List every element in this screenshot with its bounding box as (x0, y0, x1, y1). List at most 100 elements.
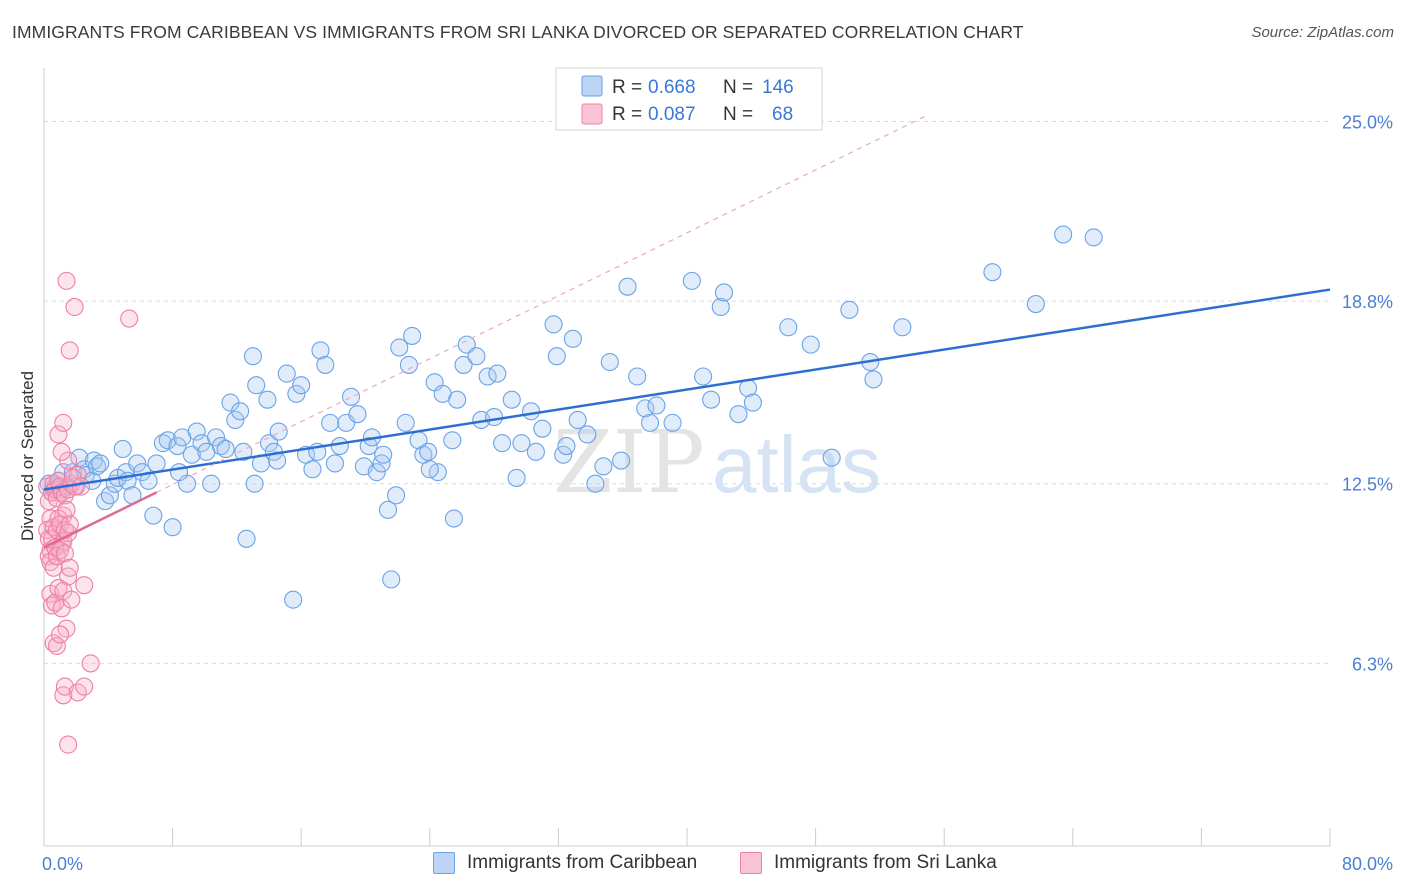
caribbean-point-66 (325, 454, 345, 473)
x-tick-label-max: 80.0% (1342, 854, 1393, 874)
caribbean-point-61 (303, 460, 322, 479)
caribbean-point-83 (403, 326, 422, 345)
srilanka-point-37 (55, 544, 74, 563)
caribbean-point-58 (287, 384, 306, 403)
caribbean-point-125 (702, 390, 721, 409)
caribbean-point-64 (316, 355, 335, 374)
legend-item-caribbean: Immigrants from Caribbean (433, 852, 697, 874)
srilanka-point-30 (60, 515, 79, 534)
caribbean-point-74 (367, 463, 386, 482)
legend-item-srilanka: Immigrants from Sri Lanka (740, 852, 997, 874)
srilanka-point-67 (71, 477, 91, 496)
caribbean-point-35 (182, 445, 201, 464)
x-tick-labels: 0.0% 80.0% (42, 854, 1393, 874)
chart-title: IMMIGRANTS FROM CARIBBEAN VS IMMIGRANTS … (12, 22, 1024, 42)
y-tick-labels: 6.3% 12.5% 18.8% 25.0% (1342, 112, 1393, 674)
caribbean-point-90 (443, 431, 462, 450)
legend-n-label-1: N = (723, 77, 753, 98)
caribbean-point-17 (100, 486, 119, 505)
caribbean-point-42 (216, 439, 235, 459)
caribbean-point-79 (386, 486, 406, 505)
caribbean-point-24 (128, 454, 147, 473)
caribbean-point-133 (822, 448, 841, 467)
caribbean-point-141 (1084, 228, 1103, 247)
srilanka-point-43 (49, 579, 68, 598)
caribbean-point-78 (382, 570, 401, 589)
caribbean-point-57 (284, 590, 303, 609)
caribbean-point-127 (714, 283, 734, 302)
caribbean-point-145 (526, 442, 545, 461)
srilanka-point-47 (75, 576, 94, 595)
caribbean-point-107 (547, 347, 566, 366)
caribbean-point-48 (243, 347, 263, 366)
legend-r-value-2: 0.087 (648, 104, 696, 125)
caribbean-point-139 (1026, 295, 1045, 314)
srilanka-points (38, 271, 139, 754)
caribbean-point-95 (467, 347, 486, 366)
caribbean-point-140 (1054, 225, 1073, 244)
caribbean-point-104 (522, 402, 541, 421)
srilanka-point-57 (59, 735, 78, 754)
legend-swatch-caribbean (581, 75, 603, 97)
x-tick-label-min: 0.0% (42, 854, 83, 874)
caribbean-point-59 (292, 376, 311, 395)
caribbean-point-109 (557, 437, 576, 456)
y-tick-label-1: 12.5% (1342, 475, 1393, 495)
caribbean-point-36 (187, 422, 206, 441)
y-tick-label-3: 25.0% (1342, 112, 1393, 132)
caribbean-point-80 (390, 338, 409, 357)
caribbean-point-121 (647, 396, 666, 415)
caribbean-point-82 (399, 355, 418, 374)
caribbean-point-137 (893, 318, 912, 337)
legend-r-label-2: R = (612, 104, 642, 125)
caribbean-point-120 (640, 413, 660, 432)
caribbean-point-20 (113, 439, 132, 459)
caribbean-point-134 (840, 300, 859, 319)
caribbean-point-136 (864, 370, 883, 389)
caribbean-point-116 (612, 451, 631, 470)
legend-n-value-2: 68 (772, 104, 793, 125)
caribbean-point-40 (206, 428, 226, 447)
caribbean-point-31 (163, 518, 182, 537)
caribbean-point-119 (636, 399, 655, 418)
caribbean-point-32 (168, 437, 187, 456)
caribbean-trend-line (43, 288, 1331, 491)
caribbean-point-122 (663, 413, 682, 432)
bottom-legend: Immigrants from Caribbean Immigrants fro… (0, 852, 1406, 878)
caribbean-point-16 (96, 492, 115, 511)
srilanka-point-62 (65, 297, 84, 317)
caribbean-point-14 (87, 457, 107, 476)
caribbean-point-92 (448, 390, 467, 409)
caribbean-point-115 (600, 352, 619, 372)
caribbean-point-28 (147, 454, 166, 473)
caribbean-point-101 (502, 390, 521, 409)
caribbean-point-63 (311, 341, 330, 360)
source-label: Source: ZipAtlas.com (1251, 24, 1394, 41)
caribbean-point-44 (226, 410, 245, 430)
srilanka-trend-extension (156, 115, 927, 493)
caribbean-point-114 (594, 457, 613, 476)
legend-label-srilanka: Immigrants from Sri Lanka (774, 852, 997, 873)
srilanka-point-59 (54, 413, 73, 432)
caribbean-point-123 (682, 271, 701, 290)
caribbean-point-112 (578, 425, 597, 444)
srilanka-point-39 (60, 558, 79, 577)
caribbean-point-81 (396, 413, 415, 432)
srilanka-point-64 (120, 309, 139, 328)
caribbean-point-138 (983, 263, 1002, 282)
caribbean-point-144 (420, 460, 439, 479)
legend-swatch-caribbean-bottom (433, 852, 455, 874)
caribbean-point-55 (269, 422, 288, 441)
legend-label-caribbean: Immigrants from Caribbean (467, 852, 698, 873)
caribbean-point-100 (493, 434, 512, 453)
trend-lines (43, 115, 1331, 549)
srilanka-point-36 (51, 541, 70, 560)
caribbean-point-91 (444, 509, 463, 528)
caribbean-point-41 (211, 437, 230, 456)
caribbean-point-51 (258, 390, 277, 409)
legend-r-value-1: 0.668 (648, 77, 696, 98)
legend-swatch-srilanka-bottom (740, 852, 762, 874)
caribbean-point-70 (348, 405, 367, 424)
stats-legend: R = 0.668 N = 146 R = 0.087 N = 68 (555, 67, 823, 131)
